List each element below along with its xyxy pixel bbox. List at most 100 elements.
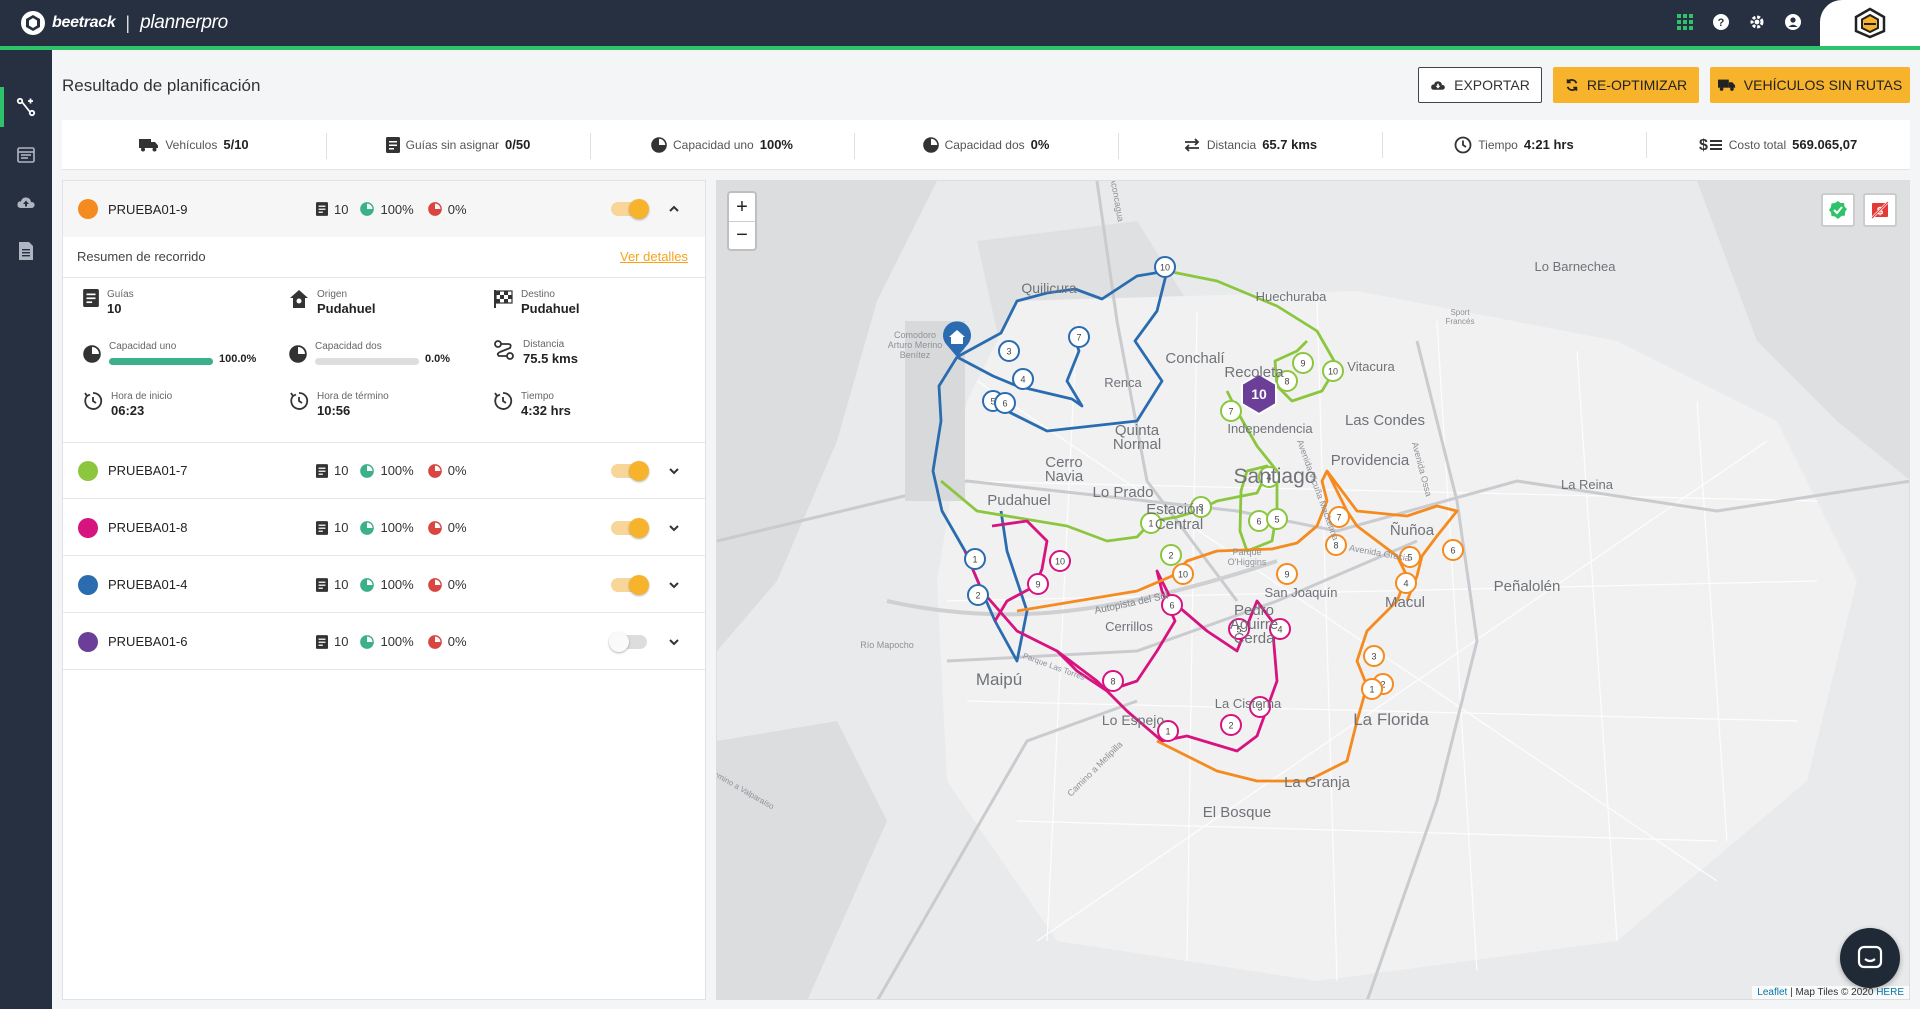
zoom-in-button[interactable]: + — [736, 195, 748, 218]
brand[interactable]: beetrack | plannerpro — [20, 10, 228, 36]
route-line-orange — [1325, 470, 1459, 602]
stat-capacity-one: Capacidad uno 100% — [590, 132, 854, 159]
money-off-icon: $ — [1871, 201, 1889, 219]
route-visibility-toggle[interactable] — [611, 199, 649, 219]
route-row[interactable]: PRUEBA01-6 10 100% 0% — [63, 614, 705, 670]
help-icon[interactable]: ? — [1712, 13, 1730, 31]
stop-marker[interactable]: 6 — [994, 392, 1016, 414]
stop-marker[interactable]: 9 — [1027, 573, 1049, 595]
vehicles-without-routes-button[interactable]: VEHÍCULOS SIN RUTAS — [1710, 67, 1910, 103]
settings-gear-icon[interactable] — [1748, 13, 1766, 31]
stop-marker[interactable]: 2 — [1220, 714, 1242, 736]
stop-marker[interactable]: 7 — [1328, 506, 1350, 528]
stop-marker[interactable]: 1 — [1361, 678, 1383, 700]
chevron-down-icon[interactable] — [667, 635, 681, 649]
route-row[interactable]: PRUEBA01-9 10 100% 0% — [63, 181, 705, 237]
nav-item-reports[interactable] — [0, 231, 52, 271]
reoptimize-button[interactable]: RE-OPTIMIZAR — [1553, 67, 1699, 103]
route-row[interactable]: PRUEBA01-4 10 100% 0% — [63, 557, 705, 613]
export-button[interactable]: EXPORTAR — [1418, 67, 1542, 103]
stop-marker[interactable]: 9 — [1276, 563, 1298, 585]
svg-text:$: $ — [1699, 137, 1708, 154]
stop-marker[interactable]: 8 — [1102, 670, 1124, 692]
chevron-up-icon[interactable] — [667, 202, 681, 216]
map-place-label: Quinta — [1115, 422, 1160, 439]
show-completed-toggle[interactable] — [1821, 193, 1855, 227]
chat-launcher-button[interactable] — [1840, 928, 1900, 988]
nav-item-calendar[interactable] — [0, 135, 52, 175]
stop-marker[interactable]: 5 — [1266, 508, 1288, 530]
stop-marker[interactable]: 10 — [1049, 550, 1071, 572]
stop-marker[interactable]: 10 — [1172, 563, 1194, 585]
stop-marker[interactable]: 3 — [1249, 696, 1271, 718]
stop-marker[interactable]: 10 — [1154, 256, 1176, 278]
stop-marker[interactable]: 2 — [1160, 544, 1182, 566]
document-list-icon — [316, 463, 328, 478]
stop-marker[interactable]: 3 — [1363, 645, 1385, 667]
zoom-out-button[interactable]: − — [729, 221, 755, 249]
route-visibility-toggle[interactable] — [611, 460, 649, 481]
detail-distance-value: 75.5 kms — [523, 351, 578, 366]
nav-item-upload[interactable] — [0, 183, 52, 223]
stop-marker[interactable]: 5 — [1228, 618, 1250, 640]
hide-unassigned-toggle[interactable]: $ — [1863, 193, 1897, 227]
capacity-one-gauge-icon — [360, 577, 375, 592]
clock-end-icon — [290, 392, 309, 410]
chevron-down-icon[interactable] — [667, 521, 681, 535]
apps-grid-icon[interactable] — [1676, 13, 1694, 31]
stop-number: 10 — [1178, 570, 1188, 580]
chevron-down-icon[interactable] — [667, 464, 681, 478]
map-place-label: Santiago — [1234, 465, 1317, 488]
route-visibility-toggle[interactable] — [609, 631, 647, 652]
capacity-gauge-icon — [289, 345, 307, 363]
stop-marker[interactable]: 5 — [1399, 546, 1421, 568]
here-link[interactable]: HERE — [1876, 987, 1904, 998]
stop-marker[interactable]: 4 — [1012, 368, 1034, 390]
depot-home-marker[interactable] — [943, 321, 971, 357]
stop-marker[interactable]: 4 — [1395, 572, 1417, 594]
stop-marker[interactable]: 9 — [1292, 352, 1314, 374]
route-visibility-toggle[interactable] — [611, 574, 649, 595]
stop-marker[interactable]: 8 — [1276, 370, 1298, 392]
stop-number: 7 — [1228, 407, 1233, 417]
user-account-icon[interactable] — [1784, 13, 1802, 31]
cloud-download-icon — [1431, 81, 1445, 90]
route-row[interactable]: PRUEBA01-8 10 100% 0% — [63, 500, 705, 556]
route-detail-summary: Resumen de recorrido Ver detalles Guías 1… — [63, 237, 705, 443]
reoptimize-label: RE-OPTIMIZAR — [1586, 77, 1688, 93]
stop-marker[interactable]: 1 — [964, 548, 986, 570]
stat-total-cost: $ Costo total 569.065,07 — [1646, 131, 1910, 158]
cluster-marker[interactable]: 10 — [1241, 372, 1277, 416]
stop-marker[interactable]: 7 — [1068, 326, 1090, 348]
stop-marker[interactable]: 1 — [1140, 512, 1162, 534]
stop-marker[interactable]: 4 — [1258, 466, 1280, 488]
stop-marker[interactable]: 1 — [1157, 720, 1179, 742]
stop-marker[interactable]: 8 — [1325, 534, 1347, 556]
stop-marker[interactable]: 3 — [1190, 496, 1212, 518]
stop-number: 5 — [1407, 553, 1412, 563]
stop-marker[interactable]: 4 — [1269, 618, 1291, 640]
route-map[interactable]: 10 10 7 3 4 5 6 1 2 9 8 10 7 4 3 1 6 5 2 10 9 6 5 4 8 3 2 1 10 9 7 8 5 6… — [716, 180, 1910, 1000]
stop-number: 9 — [1284, 570, 1289, 580]
detail-origin-label: Origen — [317, 289, 348, 300]
chevron-down-icon[interactable] — [667, 578, 681, 592]
capacity-one-gauge-icon — [360, 202, 375, 216]
stop-marker[interactable]: 6 — [1248, 510, 1270, 532]
export-label: EXPORTAR — [1454, 77, 1530, 93]
view-details-link[interactable]: Ver detalles — [620, 249, 688, 264]
stop-marker[interactable]: 6 — [1161, 594, 1183, 616]
nav-item-routes[interactable] — [0, 87, 52, 127]
stop-marker[interactable]: 3 — [998, 340, 1020, 362]
stop-marker[interactable]: 6 — [1442, 539, 1464, 561]
route-guides: 10 — [334, 520, 349, 535]
company-logo-tab[interactable] — [1820, 0, 1920, 46]
stop-marker[interactable]: 2 — [967, 584, 989, 606]
stop-number: 5 — [1274, 515, 1279, 525]
route-row[interactable]: PRUEBA01-7 10 100% 0% — [63, 443, 705, 499]
leaflet-link[interactable]: Leaflet — [1757, 987, 1788, 998]
stop-marker[interactable]: 10 — [1322, 360, 1344, 382]
stat-cost-label: Costo total — [1728, 137, 1787, 152]
stop-marker[interactable]: 7 — [1220, 400, 1242, 422]
route-visibility-toggle[interactable] — [611, 517, 649, 538]
